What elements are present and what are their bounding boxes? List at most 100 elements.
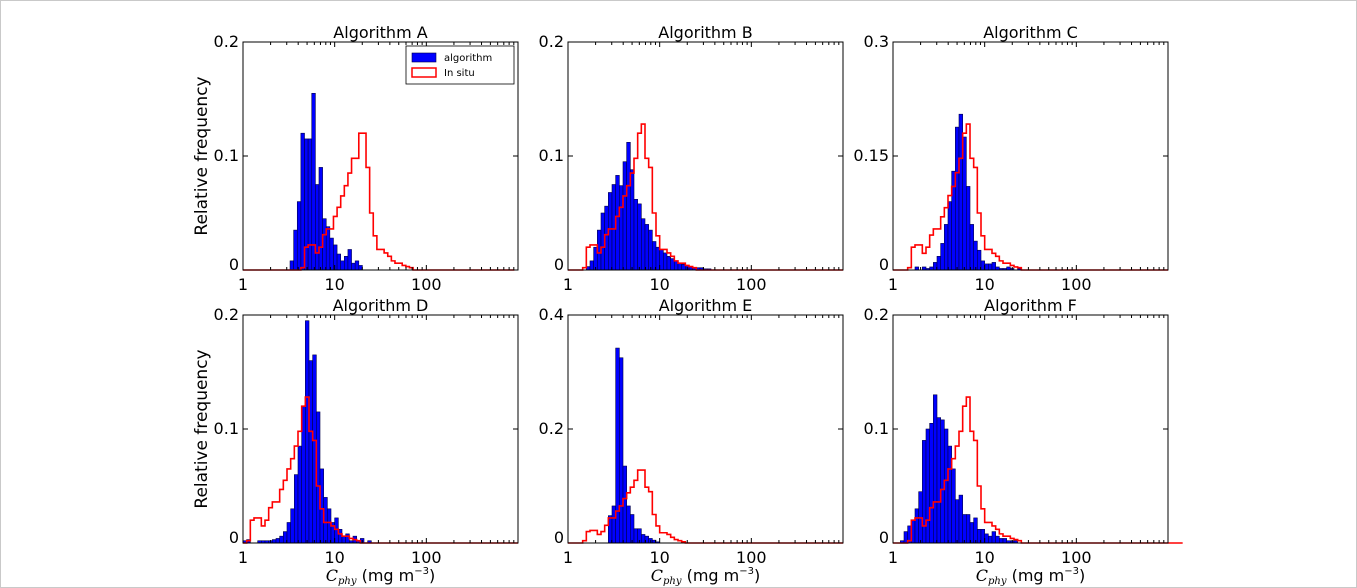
panel-a: 0 0.1 0.2 1 10 100 Algorithm A Relative frequen… xyxy=(192,23,519,294)
algorithm-bar xyxy=(340,260,345,271)
algorithm-bar xyxy=(294,474,299,544)
algorithm-bar xyxy=(644,224,649,271)
x-tick-label: 1 xyxy=(888,275,898,294)
algorithm-bar xyxy=(336,253,341,271)
y-tick-label: 0 xyxy=(229,255,239,274)
algorithm-bar xyxy=(966,186,971,271)
algorithm-bar xyxy=(944,224,949,271)
algorithm-bar xyxy=(329,237,334,271)
algorithm-bar xyxy=(666,256,671,271)
algorithm-bar xyxy=(641,218,646,271)
panel-title: Algorithm B xyxy=(658,23,752,42)
algorithm-bar xyxy=(984,533,989,544)
x-tick-label: 100 xyxy=(736,548,767,567)
panel-title: Algorithm C xyxy=(983,23,1078,42)
algorithm-bar xyxy=(293,229,298,271)
algorithm-bar xyxy=(626,505,631,544)
y-tick-label: 0 xyxy=(229,528,239,547)
y-tick-label: 0.1 xyxy=(539,146,564,165)
algorithm-bar xyxy=(962,514,967,544)
x-tick-label: 10 xyxy=(974,275,994,294)
algorithm-bar xyxy=(655,246,660,271)
axes-box xyxy=(242,314,519,544)
y-tick-label: 0 xyxy=(879,255,889,274)
x-tick-label: 10 xyxy=(974,548,994,567)
legend-label-algorithm: algorithm xyxy=(444,53,492,64)
algorithm-bar xyxy=(914,508,919,544)
algorithm-bar xyxy=(677,262,682,271)
axes-box xyxy=(892,41,1169,271)
algorithm-bar xyxy=(633,528,638,544)
in-situ-step xyxy=(893,123,1168,271)
algorithm-bar xyxy=(622,161,627,271)
algorithm-bar xyxy=(980,260,985,271)
algorithm-bar xyxy=(955,126,960,271)
algorithm-bar xyxy=(286,522,291,544)
y-tick-label: 0.2 xyxy=(214,305,239,324)
x-tick-label: 1 xyxy=(563,275,573,294)
algorithm-bar xyxy=(347,249,352,271)
y-tick-label: 0.1 xyxy=(214,146,239,165)
algorithm-bar xyxy=(936,256,941,271)
y-tick-label: 0.2 xyxy=(539,419,564,438)
algorithm-bar xyxy=(999,538,1004,544)
algorithm-bar xyxy=(307,138,313,271)
legend-label-in-situ: In situ xyxy=(444,68,475,79)
algorithm-bar xyxy=(988,535,993,544)
algorithm-bar xyxy=(315,184,320,271)
algorithm-bar xyxy=(951,468,956,544)
algorithm-bar xyxy=(995,535,1000,544)
algorithm-bar xyxy=(308,360,313,544)
algorithm-bar xyxy=(940,243,945,271)
y-tick-label: 0.2 xyxy=(864,305,889,324)
x-tick-label: 100 xyxy=(411,548,442,567)
y-tick-label: 0.1 xyxy=(214,419,239,438)
x-axis-label: Cphy (mg m−3) xyxy=(651,566,761,587)
x-tick-label: 1 xyxy=(563,548,573,567)
panel-c: 0 0.15 0.3 1 10 100 Algorithm C xyxy=(853,23,1169,294)
algorithm-bar xyxy=(626,142,631,271)
x-tick-label: 100 xyxy=(1061,275,1092,294)
algorithm-bar xyxy=(991,531,996,544)
algorithm-bar xyxy=(991,262,996,271)
algorithm-bar xyxy=(1002,538,1007,544)
y-tick-label: 0.15 xyxy=(853,146,889,165)
y-tick-label: 0.2 xyxy=(539,32,564,51)
algorithm-bar xyxy=(354,260,360,271)
algorithm-bar xyxy=(630,514,635,544)
x-tick-label: 100 xyxy=(1061,548,1092,567)
algorithm-bar xyxy=(333,244,338,271)
panel-b: 0 0.1 0.2 1 10 100 Algorithm B xyxy=(539,23,844,294)
x-tick-label: 1 xyxy=(888,548,898,567)
algorithm-bar xyxy=(289,260,294,271)
algorithm-bar xyxy=(318,167,323,271)
in-situ-step xyxy=(243,396,518,544)
y-axis-label: Relative frequency xyxy=(192,76,212,235)
x-tick-label: 1 xyxy=(238,275,248,294)
algorithm-bar xyxy=(297,445,302,544)
axes-box xyxy=(567,314,844,544)
y-tick-label: 0 xyxy=(554,528,564,547)
y-tick-label: 0.4 xyxy=(539,305,564,324)
algorithm-bar xyxy=(290,508,295,544)
algorithm-bar xyxy=(279,535,284,544)
panel-title: Algorithm F xyxy=(984,296,1077,315)
algorithm-bar xyxy=(966,514,971,544)
x-axis-label: Cphy (mg m−3) xyxy=(326,566,436,587)
x-tick-label: 10 xyxy=(324,548,344,567)
y-tick-label: 0.1 xyxy=(864,419,889,438)
algorithm-bar xyxy=(351,262,356,271)
algorithm-bar xyxy=(955,499,960,544)
algorithm-bar xyxy=(958,494,963,544)
algorithm-bar xyxy=(973,240,978,271)
panel-e: 0 0.2 0.4 1 10 100 Algorithm E Cphy (mg m−3) xyxy=(539,296,844,587)
panel-title: Algorithm A xyxy=(333,23,427,42)
algorithm-bar xyxy=(933,394,938,544)
algorithm-bar xyxy=(973,517,978,544)
algorithm-bar xyxy=(296,201,302,271)
algorithm-bar xyxy=(633,199,638,271)
y-tick-label: 0 xyxy=(879,528,889,547)
algorithm-bar xyxy=(652,241,657,271)
y-tick-label: 0.3 xyxy=(864,32,889,51)
y-tick-label: 0.2 xyxy=(214,32,239,51)
